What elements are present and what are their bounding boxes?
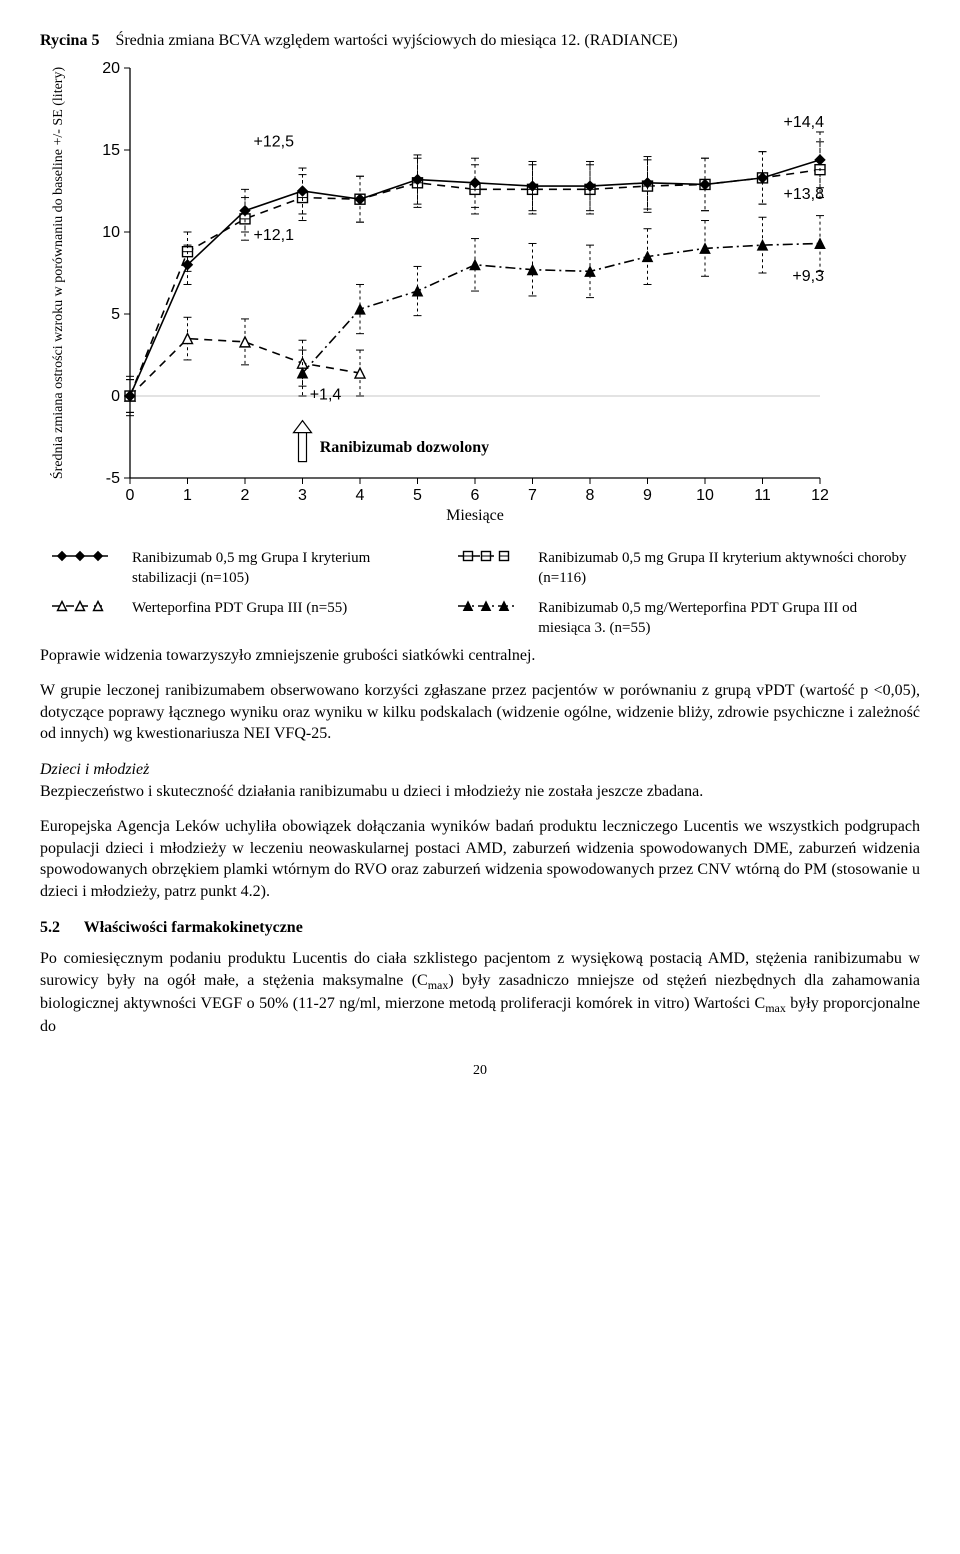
paragraph-3-heading: Dzieci i młodzież (40, 761, 149, 778)
line-chart: -5051015200123456789101112Średnia zmiana… (40, 58, 860, 528)
legend-item-3: Werteporfina PDT Grupa III (n=55) (124, 594, 446, 643)
svg-text:8: 8 (586, 487, 595, 504)
chart-container: -5051015200123456789101112Średnia zmiana… (40, 58, 920, 528)
svg-text:+1,4: +1,4 (310, 386, 342, 403)
svg-text:+14,4: +14,4 (784, 114, 825, 131)
figure-caption: Rycina 5 Średnia zmiana BCVA względem wa… (40, 30, 920, 52)
page-number: 20 (40, 1062, 920, 1081)
paragraph-2: W grupie leczonej ranibizumabem obserwow… (40, 680, 920, 745)
paragraph-4: Europejska Agencja Leków uchyliła obowią… (40, 816, 920, 902)
svg-text:7: 7 (528, 487, 537, 504)
svg-text:5: 5 (413, 487, 422, 504)
paragraph-3: Dzieci i młodzież Bezpieczeństwo i skute… (40, 759, 920, 802)
svg-text:-5: -5 (106, 470, 120, 487)
svg-text:0: 0 (111, 388, 120, 405)
svg-text:+9,3: +9,3 (792, 268, 824, 285)
svg-text:2: 2 (241, 487, 250, 504)
svg-text:10: 10 (696, 487, 714, 504)
legend-item-4: Ranibizumab 0,5 mg/Werteporfina PDT Grup… (530, 594, 918, 643)
svg-text:+13,8: +13,8 (784, 186, 825, 203)
section-heading: 5.2 Właściwości farmakokinetyczne (40, 917, 920, 939)
paragraph-5: Po comiesięcznym podaniu produktu Lucent… (40, 948, 920, 1038)
section-number: 5.2 (40, 917, 80, 939)
svg-text:15: 15 (102, 142, 120, 159)
svg-text:5: 5 (111, 306, 120, 323)
svg-text:4: 4 (356, 487, 365, 504)
svg-text:6: 6 (471, 487, 480, 504)
svg-text:Średnia zmiana ostrości wzroku: Średnia zmiana ostrości wzroku w porówna… (49, 66, 66, 479)
svg-text:0: 0 (126, 487, 135, 504)
svg-text:Miesiące: Miesiące (446, 507, 504, 524)
svg-text:20: 20 (102, 60, 120, 77)
svg-text:Ranibizumab dozwolony: Ranibizumab dozwolony (320, 438, 489, 455)
legend-table: Ranibizumab 0,5 mg Grupa I kryterium sta… (40, 542, 920, 645)
body-text: Poprawie widzenia towarzyszyło zmniejsze… (40, 645, 920, 1038)
section-title: Właściwości farmakokinetyczne (84, 919, 303, 936)
legend-item-1: Ranibizumab 0,5 mg Grupa I kryterium sta… (124, 544, 446, 593)
svg-text:+12,5: +12,5 (254, 133, 295, 150)
legend-item-2: Ranibizumab 0,5 mg Grupa II kryterium ak… (530, 544, 918, 593)
svg-text:9: 9 (643, 487, 652, 504)
paragraph-3-body: Bezpieczeństwo i skuteczność działania r… (40, 783, 703, 800)
paragraph-1: Poprawie widzenia towarzyszyło zmniejsze… (40, 645, 920, 667)
svg-text:1: 1 (183, 487, 192, 504)
svg-text:11: 11 (754, 487, 771, 504)
figure-caption-text: Średnia zmiana BCVA względem wartości wy… (115, 32, 677, 49)
svg-text:10: 10 (102, 224, 120, 241)
svg-text:3: 3 (298, 487, 307, 504)
svg-text:+12,1: +12,1 (254, 227, 295, 244)
figure-label: Rycina 5 (40, 32, 99, 49)
svg-text:12: 12 (811, 487, 829, 504)
